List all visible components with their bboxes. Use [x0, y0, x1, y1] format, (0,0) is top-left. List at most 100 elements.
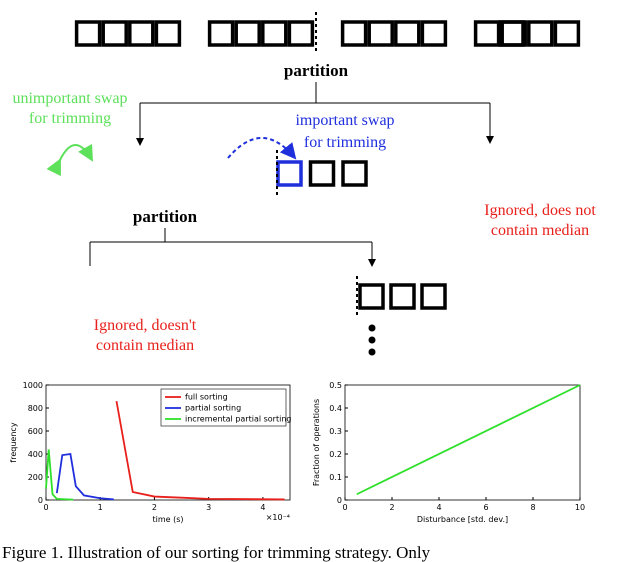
square	[154, 20, 182, 47]
arrow	[89, 242, 372, 266]
square	[240, 162, 263, 185]
square	[420, 283, 447, 310]
square	[261, 20, 288, 47]
square	[553, 20, 581, 47]
y-tick-label: 600	[28, 427, 43, 436]
array-top	[74, 20, 581, 47]
label: important swap	[295, 112, 394, 129]
square	[0, 162, 25, 187]
line	[45, 449, 74, 501]
array-ignored	[0, 280, 25, 305]
label: contain median	[491, 222, 589, 239]
x-tick-label: 6	[483, 503, 488, 512]
plot-frame	[45, 384, 291, 501]
swap-arrow	[46, 143, 93, 177]
label: for trimming	[29, 110, 111, 127]
y-axis-label: Fraction of operations	[312, 399, 321, 486]
square	[0, 280, 25, 305]
swap-arrow	[227, 137, 297, 160]
square	[45, 162, 68, 185]
x-tick-label: 4	[436, 503, 441, 512]
legend	[160, 388, 287, 427]
y-tick-label: 0.4	[329, 404, 342, 413]
y-tick-label: 0.5	[329, 381, 342, 390]
label: partition	[133, 207, 198, 226]
y-axis-label: frequency	[9, 422, 18, 462]
legend-label: full sorting	[185, 393, 228, 402]
square	[0, 280, 25, 305]
x-tick-label: 3	[206, 503, 211, 512]
y-tick-label: 0.3	[329, 427, 342, 436]
label: contain median	[96, 337, 194, 354]
legend-label: partial sorting	[185, 404, 241, 413]
label: for trimming	[304, 134, 386, 151]
square	[0, 280, 25, 305]
square	[120, 162, 143, 185]
square	[74, 20, 102, 47]
dot	[368, 348, 376, 356]
square	[0, 162, 25, 187]
legend-label: incremental partial sorting	[185, 415, 291, 424]
label: partition	[284, 61, 349, 80]
square	[367, 20, 394, 47]
y-tick-label: 400	[28, 450, 43, 459]
square	[0, 280, 25, 305]
y-tick-label: 200	[28, 473, 43, 482]
y-tick-label: 0.1	[329, 473, 342, 482]
y-tick-label: 0.2	[329, 450, 342, 459]
square	[128, 20, 155, 47]
x-axis-label: Disturbance [std. dev.]	[417, 515, 508, 524]
square	[207, 20, 235, 47]
square	[287, 20, 315, 47]
square	[0, 280, 25, 305]
array-mid	[45, 160, 368, 187]
tree-lines	[89, 228, 373, 264]
y-tick-label: 0	[38, 496, 43, 505]
plot-frame	[344, 384, 581, 501]
square	[340, 20, 368, 47]
x-tick-label: 1	[98, 503, 103, 512]
square	[0, 162, 25, 187]
square	[308, 160, 336, 187]
square	[234, 20, 261, 47]
dot	[368, 324, 376, 332]
square	[420, 20, 448, 47]
x-tick-label: 8	[530, 503, 535, 512]
array-bottom	[358, 283, 447, 310]
line	[356, 384, 581, 496]
tree-arrow	[139, 82, 490, 143]
line	[115, 400, 285, 501]
square	[341, 160, 368, 187]
square	[175, 162, 198, 185]
caption: Figure 1. Illustration of our sorting fo…	[2, 543, 431, 562]
y-tick-label: 1000	[23, 381, 43, 390]
x-tick-label: 0	[342, 503, 347, 512]
label: unimportant swap	[12, 90, 127, 107]
square	[0, 280, 25, 305]
y-tick-label: 800	[28, 404, 43, 413]
line	[55, 452, 114, 501]
x-tick-label: 0	[43, 503, 48, 512]
square	[389, 283, 416, 310]
square	[358, 283, 385, 310]
square	[0, 162, 25, 187]
label: Ignored, does not	[484, 202, 596, 219]
x-tick-label: 4	[260, 503, 265, 512]
x-tick-label: 10	[575, 503, 585, 512]
square	[0, 162, 25, 187]
dot	[368, 336, 376, 344]
y-tick-label: 0	[337, 496, 342, 505]
array-ignored	[0, 162, 25, 187]
label: Ignored, doesn't	[94, 317, 197, 334]
square	[110, 162, 133, 185]
square	[527, 20, 554, 47]
diagram: partition unimportant swap for trimming …	[0, 12, 596, 356]
x-axis-label: time (s)	[152, 515, 183, 524]
x-tick-label: 2	[152, 503, 157, 512]
square	[473, 20, 501, 47]
square	[276, 160, 303, 187]
square	[394, 20, 421, 47]
x-tick-label: 2	[389, 503, 394, 512]
